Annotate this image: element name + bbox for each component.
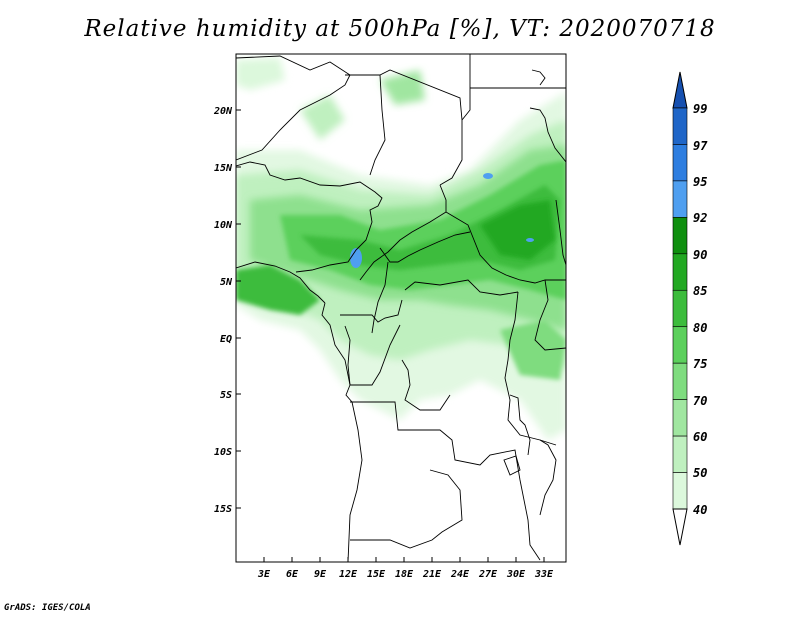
colorbar-labels: 99 97 95 92 90 85 80 75 70 60 50 40: [693, 102, 708, 517]
colorbar-label: 50: [693, 466, 707, 480]
colorbar-label: 90: [693, 248, 707, 262]
colorbar-box: [672, 435, 688, 473]
country-borders: [236, 54, 566, 562]
colorbar-box: [672, 399, 688, 437]
colorbar-box: [672, 144, 688, 182]
colorbar-label: 40: [693, 503, 707, 517]
lat-label: 5N: [220, 277, 233, 288]
colorbar-box: [672, 326, 688, 364]
colorbar-box: [672, 472, 688, 510]
colorbar-bottom-cap: [672, 508, 688, 546]
lon-ticks: [263, 557, 545, 562]
lon-label: 12E: [339, 569, 358, 580]
colorbar-label: 60: [693, 430, 707, 444]
colorbar-label: 85: [693, 284, 707, 298]
colorbar-label: 95: [693, 175, 707, 189]
colorbar-label: 80: [693, 321, 707, 335]
lon-label: 18E: [395, 569, 414, 580]
colorbar-box: [672, 107, 688, 145]
colorbar-label: 70: [693, 394, 707, 408]
colorbar-label: 97: [693, 139, 708, 153]
lat-label: 20N: [213, 106, 233, 117]
lon-label: 21E: [422, 569, 442, 580]
lon-label: 27E: [478, 569, 498, 580]
lat-label: 10N: [214, 220, 233, 231]
lon-label: 9E: [314, 569, 327, 580]
lon-labels: 3E 6E 9E 12E 15E 18E 21E 24E 27E 30E 33E: [257, 569, 554, 580]
colorbar-box: [672, 217, 688, 255]
lat-label: EQ: [220, 334, 232, 345]
colorbar-top-cap: [672, 71, 688, 109]
lon-label: 24E: [450, 569, 470, 580]
lon-label: 3E: [257, 569, 271, 580]
colorbar-label: 75: [693, 357, 707, 371]
lat-label: 10S: [214, 447, 232, 458]
colorbar-box: [672, 362, 688, 400]
colorbar-box: [672, 289, 688, 328]
colorbar-box: [672, 180, 688, 218]
lat-ticks: [236, 109, 241, 509]
lat-label: 15S: [214, 504, 232, 515]
chart-title: Relative humidity at 500hPa [%], VT: 202…: [84, 16, 716, 42]
lon-label: 15E: [367, 569, 386, 580]
colorbar-label: 99: [693, 102, 707, 116]
colorbar-box: [672, 253, 688, 291]
colorbar: 99 97 95 92 90 85 80 75 70 60 50 40: [672, 71, 708, 546]
lat-label: 15N: [214, 163, 233, 174]
map-frame: [235, 53, 567, 563]
lat-label: 5S: [220, 390, 232, 401]
lon-label: 30E: [506, 569, 526, 580]
lon-label: 6E: [286, 569, 299, 580]
grads-credit: GrADS: IGES/COLA: [4, 603, 91, 613]
colorbar-boxes: [672, 107, 688, 510]
humidity-field: [236, 58, 566, 440]
colorbar-label: 92: [693, 211, 707, 225]
lon-label: 33E: [534, 569, 554, 580]
lat-labels: 20N 15N 10N 5N EQ 5S 10S 15S: [213, 106, 233, 515]
